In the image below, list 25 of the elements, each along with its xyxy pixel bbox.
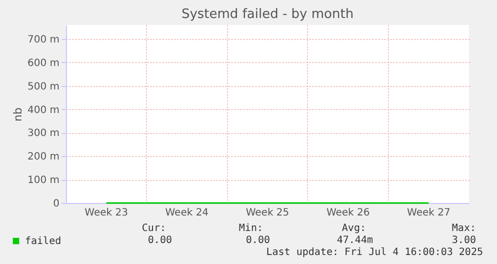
x-tick-label: Week 25 — [246, 208, 290, 218]
text: 3.00 — [452, 235, 476, 246]
y-axis-title: nb — [11, 108, 24, 122]
y-tick-label: 600 m — [27, 58, 60, 69]
text: Min: — [238, 223, 263, 234]
text: 47.44m — [336, 235, 373, 246]
chart-title: Systemd failed - by month — [181, 7, 354, 22]
y-tick-label: 0 — [53, 198, 60, 210]
y-tick-label: 200 m — [27, 152, 60, 163]
y-tick-label: 700 m — [27, 34, 60, 46]
y-tick-label: 400 m — [27, 104, 60, 116]
y-tick-label: 500 m — [27, 81, 60, 92]
text: 0.00 — [246, 235, 270, 246]
text: Avg: — [342, 223, 366, 234]
text: Last update: Fri Jul 4 16:00:03 2025 — [266, 247, 483, 258]
x-tick-label: Week 27 — [407, 208, 450, 218]
legend-label: failed — [25, 236, 62, 247]
x-tick-label: Week 26 — [326, 208, 370, 218]
y-tick-label: 300 m — [27, 128, 60, 140]
x-tick-label: Week 23 — [84, 208, 128, 218]
text: Cur: — [142, 223, 166, 234]
text: 0.00 — [148, 235, 172, 246]
text: Max: — [452, 223, 476, 234]
x-tick-label: Week 24 — [165, 208, 209, 218]
y-tick-label: 100 m — [27, 175, 60, 186]
